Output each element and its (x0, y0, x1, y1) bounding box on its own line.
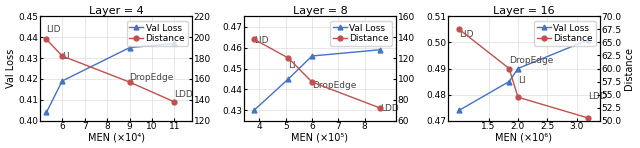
Distance (506, 68, 513, 69)
Val Loss (584, 39, 592, 41)
Val Loss (514, 68, 522, 69)
Text: LID: LID (254, 36, 269, 45)
Y-axis label: Distance: Distance (625, 47, 634, 90)
Text: DropEdge: DropEdge (129, 73, 174, 82)
Title: Layer = 4: Layer = 4 (89, 6, 143, 16)
Legend: Val Loss, Distance: Val Loss, Distance (534, 21, 596, 46)
Text: LDD: LDD (380, 104, 399, 113)
Text: LDD: LDD (174, 90, 193, 99)
Legend: Val Loss, Distance: Val Loss, Distance (330, 21, 392, 46)
Title: Layer = 16: Layer = 16 (493, 6, 555, 16)
Line: Val Loss: Val Loss (252, 47, 383, 113)
Line: Distance: Distance (44, 37, 177, 104)
Distance (456, 28, 463, 30)
X-axis label: MEN (×10⁴): MEN (×10⁴) (88, 132, 145, 142)
Text: LID: LID (460, 29, 474, 38)
Val Loss (58, 80, 66, 82)
Val Loss (506, 81, 513, 82)
Text: LID: LID (47, 25, 61, 34)
Distance (514, 96, 522, 98)
Val Loss (376, 49, 384, 51)
Val Loss (125, 47, 133, 49)
Val Loss (308, 55, 316, 57)
Text: LDD: LDD (588, 92, 607, 101)
Line: Distance: Distance (252, 37, 383, 111)
Distance (58, 55, 66, 57)
Distance (285, 57, 292, 59)
Val Loss (250, 109, 258, 111)
Text: LI: LI (518, 77, 525, 85)
Distance (125, 81, 133, 83)
Distance (170, 101, 178, 103)
Val Loss (285, 78, 292, 80)
Distance (250, 38, 258, 40)
Text: DropEdge: DropEdge (312, 81, 356, 90)
Val Loss (456, 109, 463, 111)
Text: DropEdge: DropEdge (509, 56, 554, 65)
Distance (376, 107, 384, 109)
X-axis label: MEN (×10⁶): MEN (×10⁶) (495, 132, 552, 142)
Line: Val Loss: Val Loss (457, 37, 591, 113)
Line: Distance: Distance (457, 27, 591, 120)
Title: Layer = 8: Layer = 8 (292, 6, 348, 16)
Text: LI: LI (289, 61, 296, 70)
X-axis label: MEN (×10⁵): MEN (×10⁵) (291, 132, 348, 142)
Legend: Val Loss, Distance: Val Loss, Distance (127, 21, 188, 46)
Y-axis label: Val Loss: Val Loss (6, 49, 15, 88)
Val Loss (170, 43, 178, 44)
Line: Val Loss: Val Loss (44, 41, 177, 115)
Distance (584, 117, 592, 119)
Text: LI: LI (62, 52, 70, 61)
Val Loss (43, 111, 51, 113)
Distance (43, 38, 51, 40)
Distance (308, 81, 316, 83)
